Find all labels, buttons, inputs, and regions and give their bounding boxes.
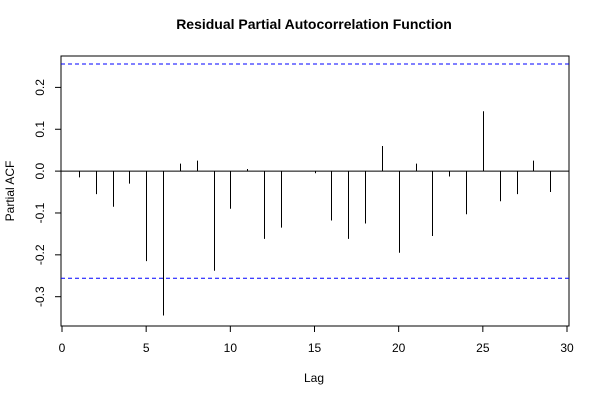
chart-title: Residual Partial Autocorrelation Functio… xyxy=(176,16,452,32)
x-tick-label-20: 20 xyxy=(392,341,406,355)
x-tick-label-0: 0 xyxy=(59,341,66,355)
plot-frame xyxy=(60,55,570,327)
x-axis: 0 5 10 15 20 25 30 xyxy=(59,326,574,355)
y-tick-label-1: -0.2 xyxy=(33,244,47,265)
series-layer xyxy=(61,111,569,316)
y-tick-label-5: 0.2 xyxy=(33,79,47,96)
y-tick-label-2: -0.1 xyxy=(33,202,47,223)
x-tick-label-5: 5 xyxy=(143,341,150,355)
y-tick-label-3: 0.0 xyxy=(33,162,47,179)
y-axis-title: Partial ACF xyxy=(3,161,17,222)
y-tick-label-4: 0.1 xyxy=(33,121,47,138)
x-tick-label-10: 10 xyxy=(224,341,238,355)
x-tick-label-25: 25 xyxy=(476,341,490,355)
confidence-layer xyxy=(61,63,569,279)
x-tick-label-15: 15 xyxy=(308,341,322,355)
y-tick-label-0: -0.3 xyxy=(33,286,47,307)
x-axis-title: Lag xyxy=(304,371,324,385)
y-axis: -0.3 -0.2 -0.1 0.0 0.1 0.2 xyxy=(33,79,61,307)
x-tick-label-30: 30 xyxy=(560,341,574,355)
